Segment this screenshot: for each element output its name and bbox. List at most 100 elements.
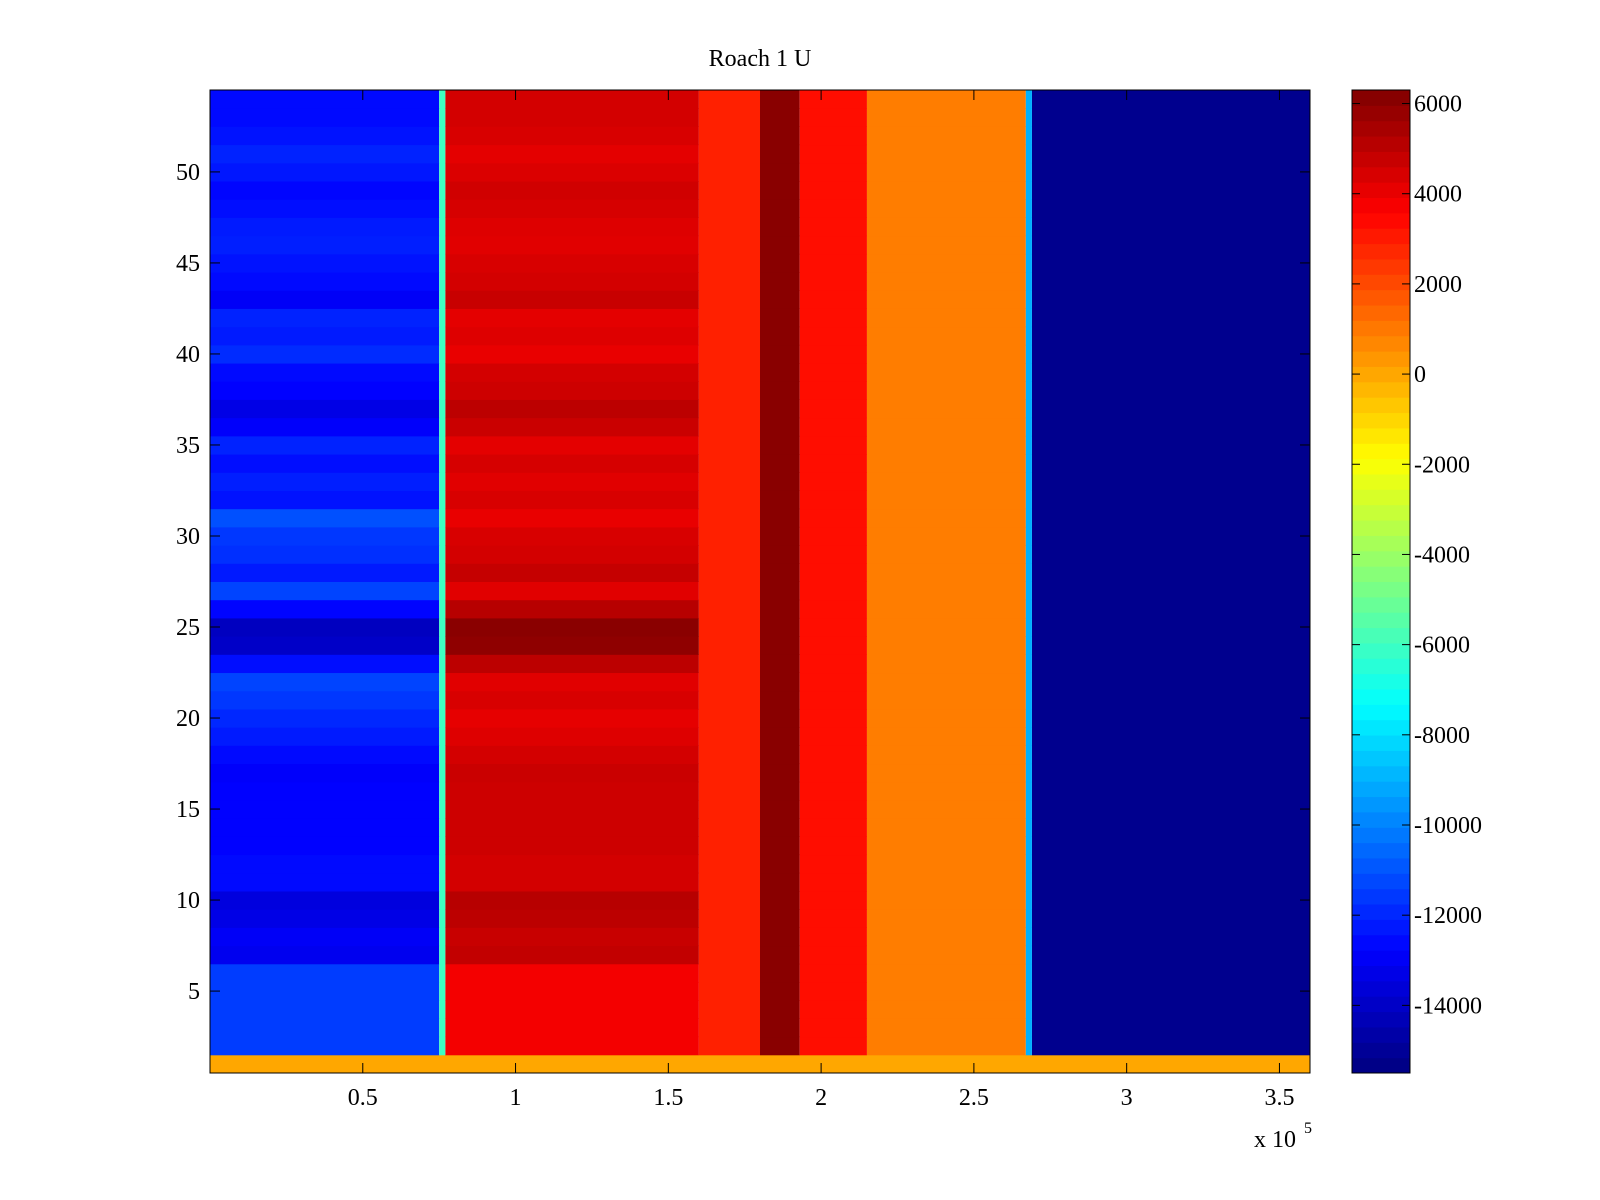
heatmap-edge-cell: [439, 235, 446, 255]
heatmap-cell: [445, 199, 699, 218]
heatmap-cell: [698, 363, 760, 382]
heatmap-cell: [698, 1018, 760, 1038]
heatmap-cell: [445, 126, 699, 146]
heatmap-cell: [799, 836, 867, 856]
heatmap-edge-cell: [1025, 508, 1032, 528]
heatmap-edge-cell: [1025, 326, 1032, 346]
heatmap-cell: [445, 581, 699, 601]
heatmap-edge-cell: [439, 763, 446, 783]
heatmap-edge-cell: [1025, 927, 1032, 947]
heatmap-cell: [210, 435, 440, 455]
heatmap-edge-cell: [1025, 181, 1032, 200]
heatmap-edge-cell: [1025, 435, 1032, 455]
heatmap-cell: [210, 599, 440, 619]
colorbar-segment: [1352, 658, 1410, 675]
heatmap-edge-cell: [439, 708, 446, 728]
y-tick-label: 25: [176, 615, 200, 641]
heatmap-cell: [698, 399, 760, 419]
heatmap-cell: [698, 472, 760, 491]
heatmap-cell: [799, 654, 867, 674]
heatmap-cell: [866, 599, 1026, 619]
heatmap-edge-cell: [1025, 963, 1032, 983]
heatmap-cell: [799, 890, 867, 910]
colorbar-tick-label: -6000: [1414, 633, 1470, 659]
heatmap-edge-cell: [1025, 727, 1032, 746]
heatmap-cell: [866, 126, 1026, 146]
heatmap-cell: [760, 890, 800, 910]
heatmap-cell: [698, 654, 760, 674]
y-axis: 5 10 15 20 25 30 35 40 45 50: [176, 160, 1310, 1005]
colorbar-segment: [1352, 842, 1410, 859]
heatmap-cell: [866, 1000, 1026, 1019]
heatmap-edge-cell: [1025, 672, 1032, 692]
heatmap-cell: [760, 672, 800, 692]
heatmap-cell: [799, 90, 867, 109]
heatmap-edge-cell: [1025, 581, 1032, 601]
heatmap-cell: [760, 854, 800, 874]
heatmap-edge-cell: [439, 945, 446, 965]
heatmap-cell: [210, 363, 440, 382]
heatmap-cell: [799, 745, 867, 765]
heatmap-cell: [210, 890, 440, 910]
colorbar-tick-label: -8000: [1414, 723, 1470, 749]
heatmap-cell: [799, 617, 867, 637]
heatmap-cell: [1031, 381, 1310, 400]
heatmap-edge-cell: [439, 508, 446, 528]
heatmap-cell: [1031, 563, 1310, 582]
heatmap-edge-cell: [439, 344, 446, 364]
heatmap-cell: [1031, 326, 1310, 346]
colorbar-segment: [1352, 627, 1410, 644]
heatmap-cell: [1031, 490, 1310, 510]
heatmap-cell: [698, 454, 760, 473]
heatmap-cell: [866, 363, 1026, 382]
heatmap-edge-cell: [1025, 454, 1032, 473]
colorbar-segment: [1352, 120, 1410, 137]
heatmap-cell: [445, 799, 699, 819]
heatmap-cell: [799, 927, 867, 947]
heatmap-cell: [1031, 963, 1310, 983]
heatmap-cell: [445, 308, 699, 328]
colorbar-segment: [1352, 182, 1410, 199]
heatmap-cell: [1031, 181, 1310, 200]
heatmap-cell: [1031, 872, 1310, 892]
heatmap-cell: [799, 126, 867, 146]
heatmap-cell: [210, 217, 440, 237]
heatmap-edge-cell: [1025, 890, 1032, 910]
heatmap-cell: [698, 381, 760, 400]
heatmap-cell: [760, 636, 800, 655]
heatmap-edge-cell: [439, 308, 446, 328]
heatmap-edge-cell: [1025, 344, 1032, 364]
heatmap-cell: [866, 617, 1026, 637]
heatmap-cell: [210, 162, 440, 182]
heatmap-cell: [799, 727, 867, 746]
heatmap-cell: [698, 617, 760, 637]
heatmap-cell: [760, 472, 800, 491]
heatmap-edge-cell: [439, 799, 446, 819]
heatmap-cell: [1031, 162, 1310, 182]
heatmap-cell: [1031, 1036, 1310, 1056]
heatmap-cell: [799, 181, 867, 200]
heatmap-cell: [799, 1018, 867, 1038]
heatmap-row-1: [210, 1054, 1310, 1073]
heatmap-cell: [445, 945, 699, 965]
heatmap-cell: [760, 563, 800, 582]
heatmap-edge-cell: [1025, 836, 1032, 856]
heatmap-cell: [698, 162, 760, 182]
heatmap-edge-cell: [439, 890, 446, 910]
heatmap-cell: [210, 563, 440, 582]
heatmap-cell: [799, 235, 867, 255]
heatmap-cell: [698, 672, 760, 692]
heatmap-cell: [445, 818, 699, 837]
heatmap-cell: [1031, 745, 1310, 765]
heatmap-cell: [866, 217, 1026, 237]
colorbar-segment: [1352, 996, 1410, 1013]
heatmap-cell: [799, 599, 867, 619]
heatmap-cell: [445, 708, 699, 728]
heatmap-cell: [799, 636, 867, 655]
heatmap-cell: [210, 763, 440, 783]
heatmap-edge-cell: [1025, 108, 1032, 127]
heatmap-cell: [210, 981, 440, 1001]
heatmap-cell: [866, 981, 1026, 1001]
heatmap-cell: [210, 417, 440, 437]
heatmap-cell: [799, 290, 867, 309]
